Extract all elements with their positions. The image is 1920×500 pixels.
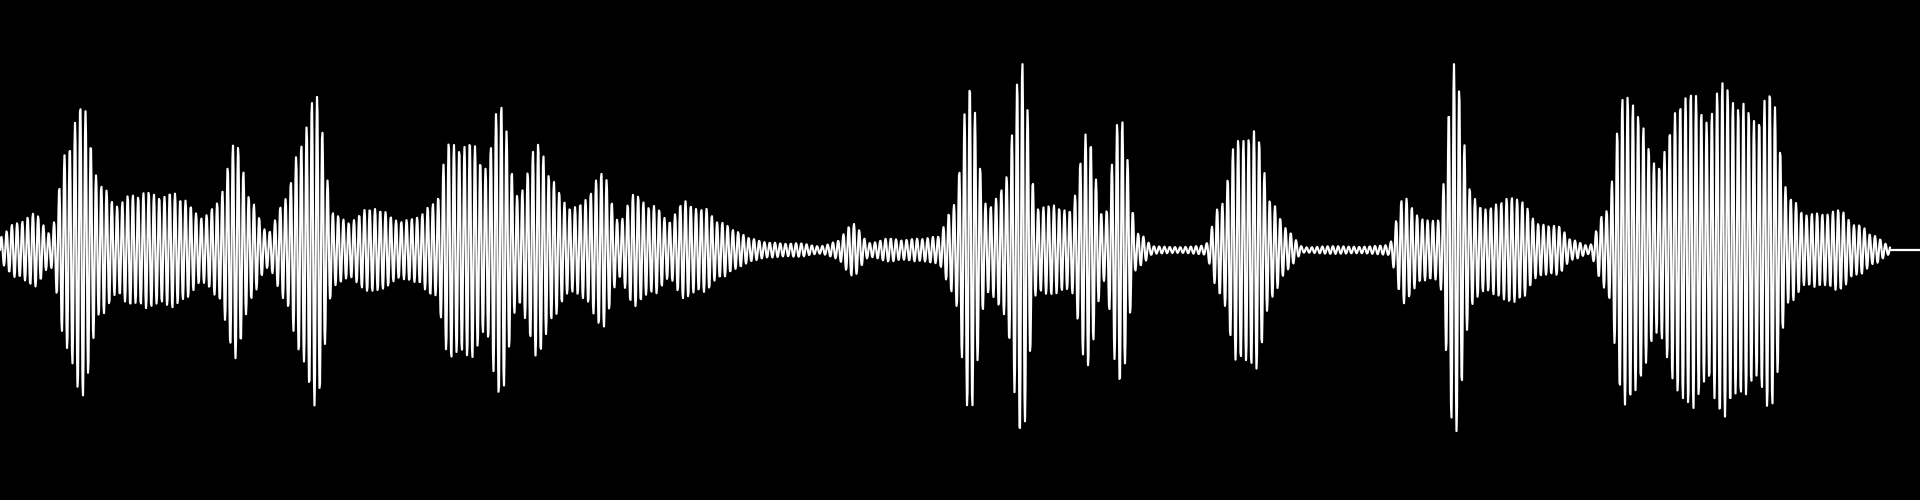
waveform-trace bbox=[0, 63, 1892, 433]
